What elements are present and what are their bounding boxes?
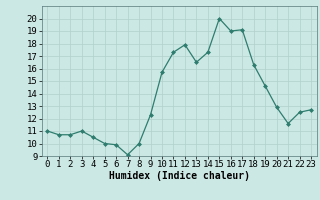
X-axis label: Humidex (Indice chaleur): Humidex (Indice chaleur) (109, 171, 250, 181)
